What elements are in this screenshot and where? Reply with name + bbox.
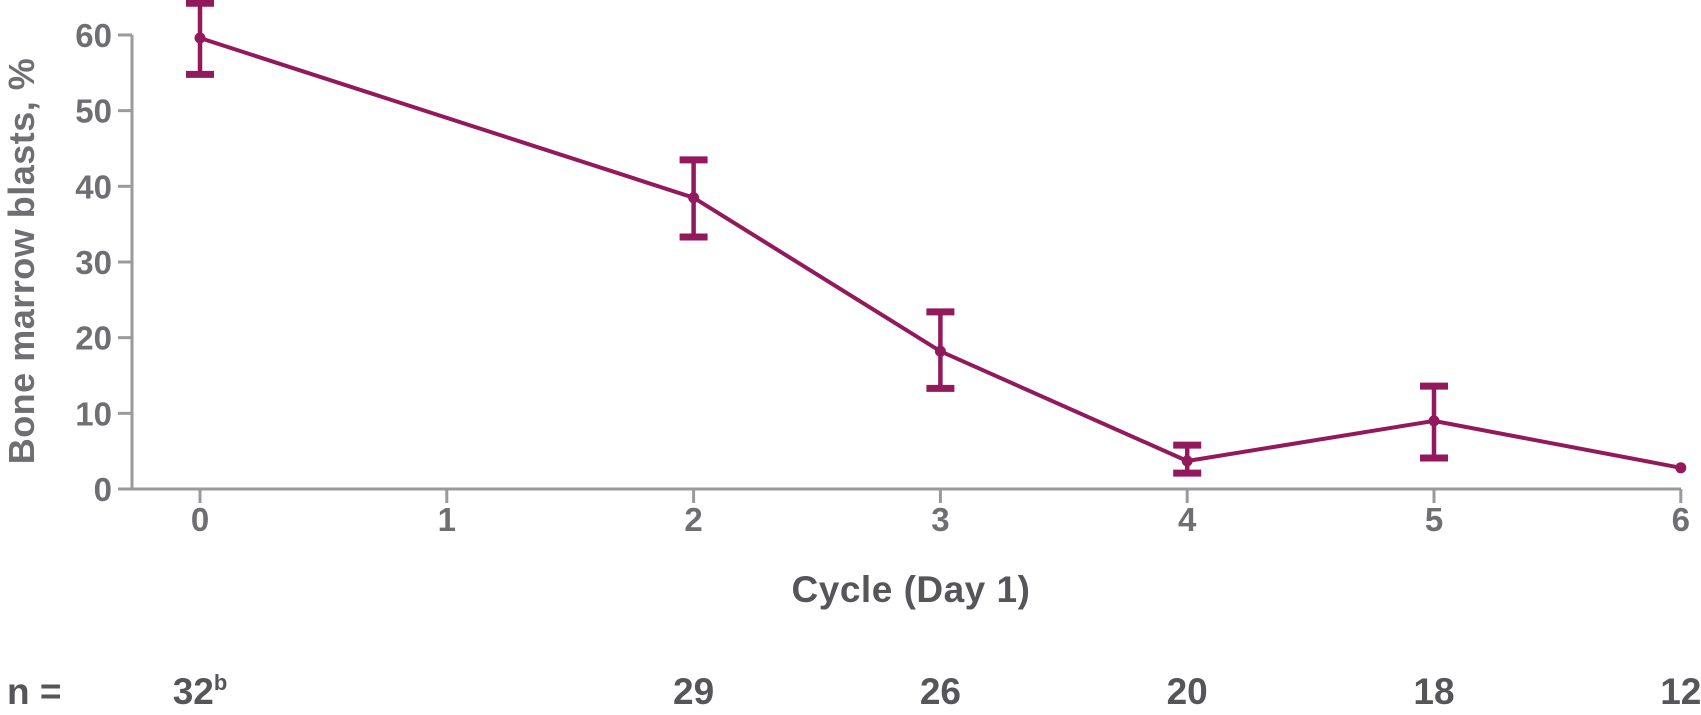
n-value: 12	[1660, 671, 1701, 712]
x-axis-label: Cycle (Day 1)	[791, 569, 1031, 610]
data-point-marker	[1428, 415, 1440, 427]
x-tick-label: 2	[684, 501, 702, 538]
data-point-marker	[688, 192, 700, 204]
data-point-marker	[1181, 455, 1193, 467]
n-value: 32b	[172, 670, 228, 712]
data-point-marker	[934, 345, 946, 357]
y-tick-label: 40	[75, 168, 112, 205]
y-axis-label: Bone marrow blasts, %	[1, 57, 42, 465]
n-value: 20	[1166, 671, 1208, 712]
n-value: 29	[673, 671, 715, 712]
series-line	[199, 36, 1682, 470]
x-tick-label: 6	[1672, 501, 1690, 538]
y-tick-label: 30	[75, 244, 112, 281]
n-value: 18	[1413, 671, 1455, 712]
x-tick-label: 1	[438, 501, 456, 538]
data-point-marker	[1675, 462, 1687, 474]
x-tick-label: 3	[931, 501, 949, 538]
y-tick-label: 10	[75, 395, 112, 432]
n-row-label: n =	[7, 671, 62, 712]
x-tick-label: 0	[191, 501, 209, 538]
y-tick-label: 0	[94, 471, 112, 508]
n-value: 26	[919, 671, 961, 712]
x-tick-label: 5	[1425, 501, 1443, 538]
y-tick-label: 50	[75, 93, 112, 130]
n-value-superscript: b	[213, 670, 228, 695]
x-tick-label: 4	[1178, 501, 1197, 538]
n-row: n = 32b 29 26 20 18 12	[0, 671, 1701, 715]
y-tick-label: 60	[75, 17, 112, 54]
y-tick-label: 20	[75, 320, 112, 357]
data-point-marker	[194, 32, 206, 44]
